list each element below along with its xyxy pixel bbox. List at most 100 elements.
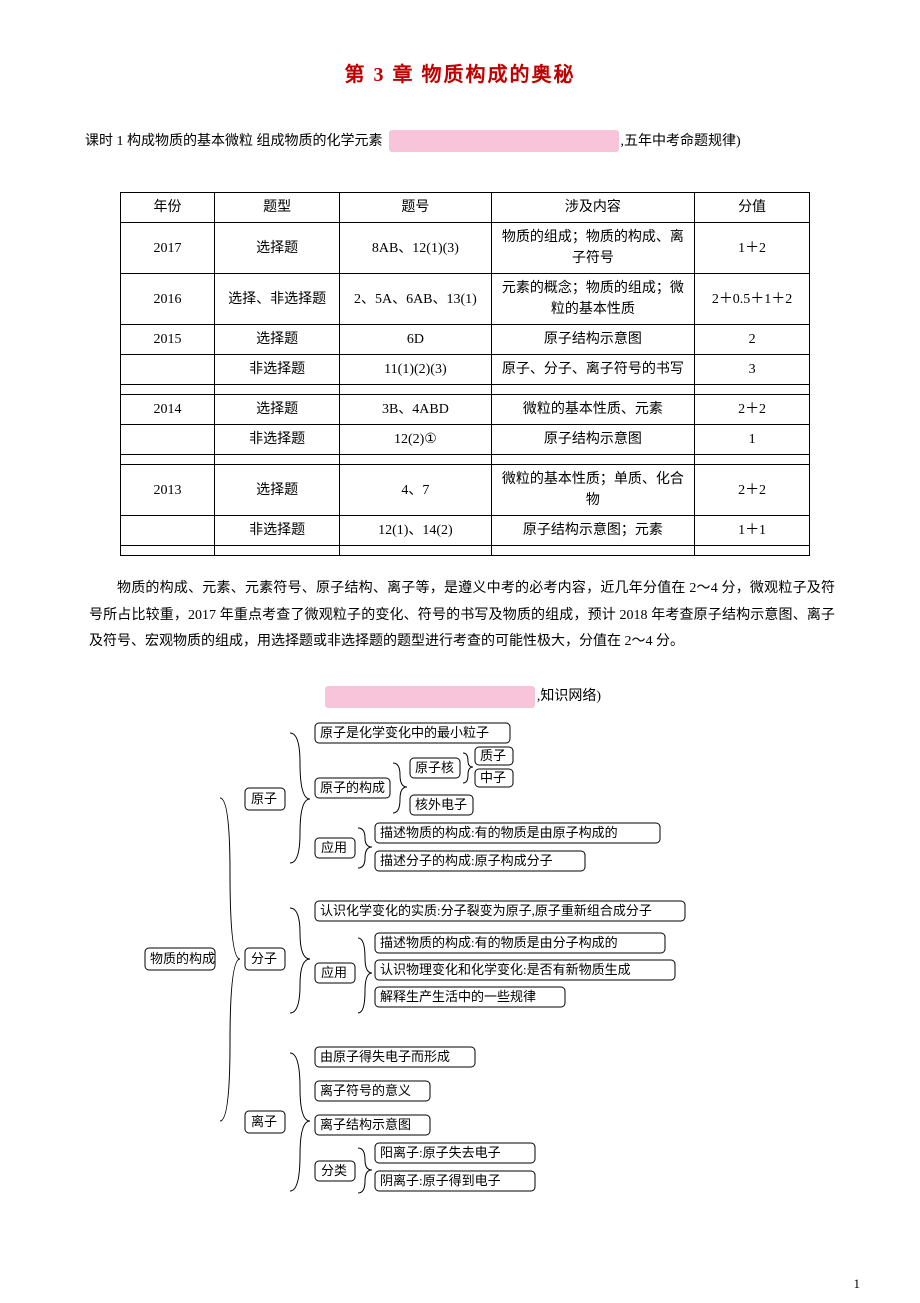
- table-row: 非选择题12(1)、14(2)原子结构示意图；元素1＋1: [121, 516, 810, 546]
- table-cell: 微粒的基本性质；单质、化合物: [491, 465, 695, 516]
- brace-icon: [358, 938, 372, 1013]
- lesson-subtitle-suffix: ,五年中考命题规律): [621, 131, 741, 152]
- lesson-subtitle-prefix: 课时 1 构成物质的基本微粒 组成物质的化学元素: [85, 131, 383, 152]
- table-cell: 2015: [121, 325, 215, 355]
- mm-atom-n: 中子: [480, 770, 506, 785]
- table-cell: 6D: [340, 325, 491, 355]
- mm-mol-line1: 认识化学变化的实质:分子裂变为原子,原子重新组合成分子: [320, 903, 652, 918]
- table-cell: 物质的组成；物质的构成、离子符号: [491, 223, 695, 274]
- section2-header: ,知识网络): [85, 686, 835, 708]
- brace-icon: [220, 798, 240, 1121]
- table-cell: 原子结构示意图: [491, 425, 695, 455]
- th-type: 题型: [214, 193, 339, 223]
- mm-mol-app-c: 解释生产生活中的一些规律: [380, 989, 536, 1004]
- table-cell: 2017: [121, 223, 215, 274]
- table-cell: 选择题: [214, 395, 339, 425]
- table-cell: 12(1)、14(2): [340, 516, 491, 546]
- brace-icon: [290, 1053, 310, 1191]
- table-cell: 非选择题: [214, 425, 339, 455]
- highlight-box-icon: [389, 130, 619, 152]
- mm-atom-label: 原子: [251, 791, 277, 806]
- table-header-row: 年份 题型 题号 涉及内容 分值: [121, 193, 810, 223]
- highlight-box-icon: [325, 686, 535, 708]
- mm-ion-label: 离子: [251, 1114, 277, 1129]
- table-row: 非选择题11(1)(2)(3)原子、分子、离子符号的书写3: [121, 355, 810, 385]
- th-score: 分值: [695, 193, 810, 223]
- table-spacer-row: [121, 385, 810, 395]
- knowledge-mindmap: 物质的构成 原子 原子是化学变化中的最小粒子 原子的构成 原子核 质子 中子 核…: [145, 723, 835, 1209]
- th-year: 年份: [121, 193, 215, 223]
- mm-mol-app-b: 认识物理变化和化学变化:是否有新物质生成: [380, 962, 631, 977]
- table-cell: 原子结构示意图: [491, 325, 695, 355]
- mm-ion-b: 离子符号的意义: [320, 1083, 411, 1098]
- chapter-title: 第 3 章 物质构成的奥秘: [85, 60, 835, 90]
- table-cell: 2＋2: [695, 395, 810, 425]
- table-cell: 原子、分子、离子符号的书写: [491, 355, 695, 385]
- table-spacer-row: [121, 455, 810, 465]
- table-cell: [121, 355, 215, 385]
- table-cell: 选择题: [214, 223, 339, 274]
- table-row: 2016选择、非选择题2、5A、6AB、13(1)元素的概念；物质的组成；微粒的…: [121, 274, 810, 325]
- table-cell: 2013: [121, 465, 215, 516]
- table-cell: 3: [695, 355, 810, 385]
- table-cell: 选择题: [214, 325, 339, 355]
- table-cell: 选择题: [214, 465, 339, 516]
- table-row: 2017选择题8AB、12(1)(3)物质的组成；物质的构成、离子符号1＋2: [121, 223, 810, 274]
- mm-atom-nuc: 原子核: [415, 760, 454, 775]
- mindmap-svg: 物质的构成 原子 原子是化学变化中的最小粒子 原子的构成 原子核 质子 中子 核…: [145, 723, 805, 1203]
- mm-atom-p: 质子: [480, 748, 506, 763]
- table-row: 2014选择题3B、4ABD微粒的基本性质、元素2＋2: [121, 395, 810, 425]
- table-cell: 非选择题: [214, 516, 339, 546]
- mm-atom: 原子: [245, 788, 285, 810]
- mm-mol-label: 分子: [251, 951, 277, 966]
- mm-ion-a: 由原子得失电子而形成: [320, 1049, 450, 1064]
- table-cell: 2＋2: [695, 465, 810, 516]
- mm-atom-e: 核外电子: [415, 797, 467, 812]
- table-cell: 8AB、12(1)(3): [340, 223, 491, 274]
- mm-mol-app-a: 描述物质的构成:有的物质是由分子构成的: [380, 935, 618, 950]
- mm-atom-app-label: 应用: [321, 840, 347, 855]
- brace-icon: [358, 828, 372, 868]
- mm-atom-comp-label: 原子的构成: [320, 780, 385, 795]
- table-cell: 3B、4ABD: [340, 395, 491, 425]
- mm-ion-cls-p: 阳离子:原子失去电子: [380, 1145, 501, 1160]
- table-cell: 11(1)(2)(3): [340, 355, 491, 385]
- mm-root: 物质的构成: [145, 948, 215, 970]
- table-cell: [121, 516, 215, 546]
- th-qno: 题号: [340, 193, 491, 223]
- table-cell: [121, 425, 215, 455]
- table-cell: 2: [695, 325, 810, 355]
- brace-icon: [358, 1148, 372, 1193]
- brace-icon: [393, 763, 407, 813]
- brace-icon: [463, 753, 473, 783]
- table-cell: 2014: [121, 395, 215, 425]
- table-cell: 2016: [121, 274, 215, 325]
- th-content: 涉及内容: [491, 193, 695, 223]
- table-spacer-row: [121, 546, 810, 556]
- table-cell: 12(2)①: [340, 425, 491, 455]
- table-cell: 原子结构示意图；元素: [491, 516, 695, 546]
- table-row: 2015选择题6D原子结构示意图2: [121, 325, 810, 355]
- table-cell: 2＋0.5＋1＋2: [695, 274, 810, 325]
- mm-ion-c: 离子结构示意图: [320, 1117, 411, 1132]
- mm-ion: 离子: [245, 1111, 285, 1133]
- brace-icon: [290, 908, 310, 1013]
- mm-atom-app-b: 描述分子的构成:原子构成分子: [380, 853, 553, 868]
- brace-icon: [290, 733, 310, 863]
- table-cell: 1＋1: [695, 516, 810, 546]
- table-body: 2017选择题8AB、12(1)(3)物质的组成；物质的构成、离子符号1＋220…: [121, 223, 810, 556]
- mm-root-label: 物质的构成: [150, 951, 215, 966]
- table-cell: 1＋2: [695, 223, 810, 274]
- table-cell: 微粒的基本性质、元素: [491, 395, 695, 425]
- table-cell: 2、5A、6AB、13(1): [340, 274, 491, 325]
- table-cell: 元素的概念；物质的组成；微粒的基本性质: [491, 274, 695, 325]
- mm-mol: 分子: [245, 948, 285, 970]
- table-cell: 1: [695, 425, 810, 455]
- table-cell: 4、7: [340, 465, 491, 516]
- exam-stats-table: 年份 题型 题号 涉及内容 分值 2017选择题8AB、12(1)(3)物质的组…: [120, 192, 810, 556]
- summary-paragraph: 物质的构成、元素、元素符号、原子结构、离子等，是遵义中考的必考内容，近几年分值在…: [89, 576, 835, 656]
- table-row: 非选择题12(2)①原子结构示意图1: [121, 425, 810, 455]
- page-number: 1: [854, 1274, 861, 1294]
- mm-ion-cls-label: 分类: [321, 1163, 347, 1178]
- table-cell: 选择、非选择题: [214, 274, 339, 325]
